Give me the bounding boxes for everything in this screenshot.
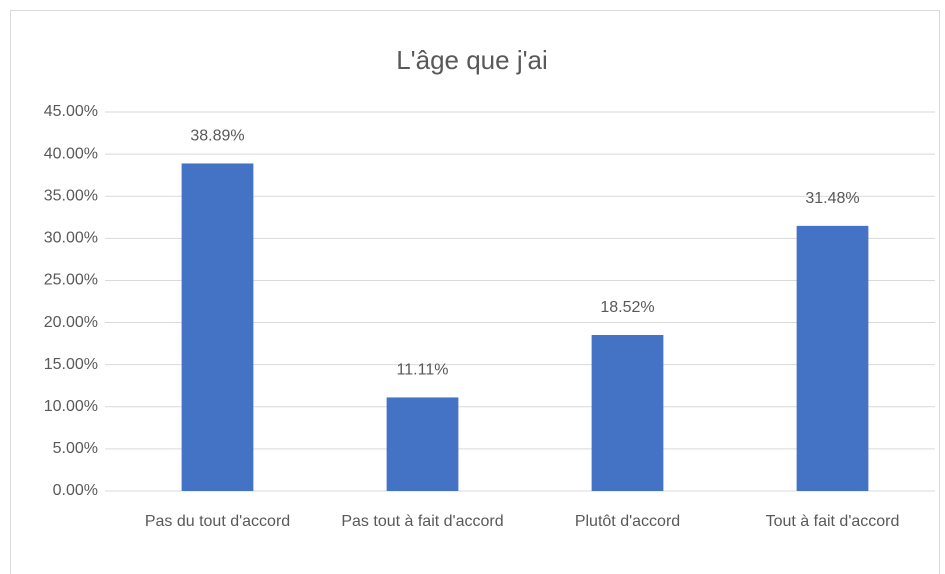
bar (796, 225, 869, 491)
y-tick-label: 40.00% (44, 145, 98, 162)
y-tick-label: 30.00% (44, 230, 98, 247)
chart-title: L'âge que j'ai (396, 45, 548, 75)
data-label: 11.11% (397, 362, 449, 379)
y-tick-label: 15.00% (44, 356, 98, 373)
bar (591, 335, 664, 491)
bar (181, 163, 254, 491)
y-tick-label: 20.00% (44, 314, 98, 331)
y-tick-label: 0.00% (53, 482, 98, 499)
y-tick-label: 10.00% (44, 398, 98, 415)
bar (386, 397, 459, 491)
y-tick-label: 25.00% (44, 272, 98, 289)
y-tick-label: 45.00% (44, 103, 98, 120)
x-tick-label: Plutôt d'accord (574, 513, 681, 530)
data-label: 18.52% (600, 299, 654, 316)
x-tick-label: Pas tout à fait d'accord (341, 513, 504, 530)
data-label: 31.48% (805, 190, 859, 207)
x-tick-label: Pas du tout d'accord (144, 513, 291, 530)
y-tick-label: 5.00% (53, 440, 98, 457)
data-label: 38.89% (190, 128, 244, 145)
x-tick-label: Tout à fait d'accord (765, 513, 900, 530)
y-tick-label: 35.00% (44, 187, 98, 204)
chart-border (10, 10, 940, 574)
